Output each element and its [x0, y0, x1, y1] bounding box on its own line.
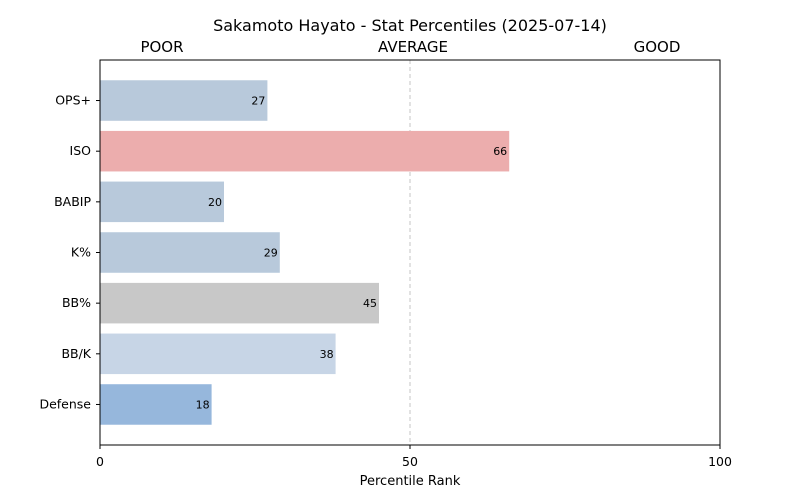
x-tick-label-1: 50	[402, 454, 418, 469]
x-axis-label: Percentile Rank	[360, 474, 461, 489]
bar-value-label-2: 20	[208, 196, 222, 209]
bar-5	[100, 333, 336, 375]
bar-value-label-5: 38	[320, 348, 334, 361]
bar-value-label-6: 18	[196, 398, 210, 411]
x-tick-label-0: 0	[96, 454, 104, 469]
bar-value-label-3: 29	[264, 247, 278, 260]
bar-value-label-1: 66	[493, 145, 507, 158]
bar-1	[100, 130, 510, 172]
bar-value-label-4: 45	[363, 297, 377, 310]
category-label-3: K%	[71, 245, 91, 260]
category-label-6: Defense	[39, 396, 91, 411]
zone-label-poor: POOR	[140, 38, 183, 56]
category-label-2: BABIP	[54, 194, 91, 209]
x-tick-label-2: 100	[708, 454, 732, 469]
category-label-5: BB/K	[61, 346, 91, 361]
category-label-4: BB%	[62, 295, 91, 310]
zone-label-average: AVERAGE	[378, 38, 448, 56]
plot-area: 27 OPS+ 66 ISO 20 BABIP 29 K% 45 BB% 38 BB/K 18 Defen…	[39, 59, 732, 469]
bar-4	[100, 282, 379, 324]
bar-2	[100, 181, 224, 223]
bar-0	[100, 80, 268, 121]
category-label-1: ISO	[70, 143, 92, 158]
bar-3	[100, 232, 280, 273]
category-label-0: OPS+	[55, 93, 91, 108]
bar-6	[100, 384, 212, 425]
bar-value-label-0: 27	[251, 95, 265, 108]
chart-title: Sakamoto Hayato - Stat Percentiles (2025…	[213, 16, 607, 35]
zone-label-good: GOOD	[634, 38, 681, 56]
